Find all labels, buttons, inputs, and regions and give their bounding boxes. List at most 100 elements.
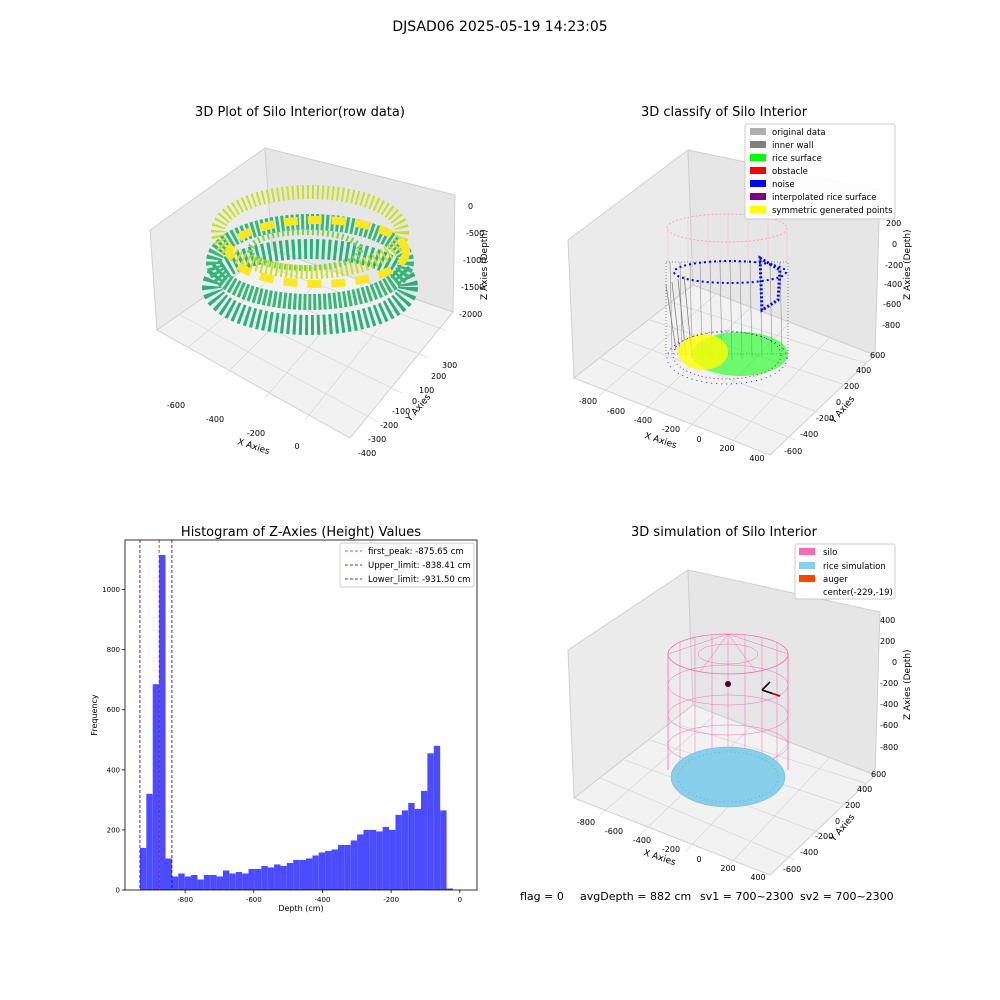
panel1-z-axis: 0 -500 -1000 -1500 -2000 Z Axies (Depth) (459, 202, 490, 319)
panel1-xtick: -200 (247, 429, 265, 438)
panel1-xtick: -600 (167, 401, 185, 410)
panel2-noise-right (758, 255, 782, 313)
panel4-ztick: 400 (880, 616, 895, 625)
status-sv1: sv1 = 700~2300 (700, 890, 794, 903)
histogram-ytick-label: 800 (107, 646, 120, 654)
panel1-ytick: -300 (368, 435, 386, 444)
legend-item-rice-surface: rice surface (750, 154, 822, 164)
histogram-xlabel: Depth (cm) (278, 904, 323, 913)
panel4-center-marker (725, 681, 731, 687)
panel-classify: 3D classify of Silo Interior (567, 105, 913, 463)
histogram-ylabel: Frequency (90, 694, 99, 736)
panel4-ytick: -400 (800, 848, 818, 857)
histogram-bar (299, 859, 307, 890)
panel4-ztick: -600 (880, 721, 898, 730)
panel2-xtick: 0 (696, 435, 701, 444)
panel2-ztick: -200 (885, 261, 903, 270)
panel4-ztick: -400 (880, 700, 898, 709)
panel2-ztick: 200 (886, 219, 901, 228)
panel1-ytick: 0 (412, 397, 417, 406)
panel2-xtick: -400 (634, 416, 652, 425)
panel4-ztick: 200 (880, 637, 895, 646)
legend-swatch-obstacle (750, 167, 766, 174)
histogram-bar (325, 850, 332, 890)
panel2-inner-wall-body (665, 261, 789, 355)
panel2-xtick: 200 (719, 444, 734, 453)
panel4-xtick: 200 (720, 864, 735, 873)
status-footer: flag = 0 avgDepth = 882 cm sv1 = 700~230… (520, 890, 894, 903)
histogram-y-ticks: 0 200 400 600 800 1000 (102, 586, 125, 895)
histogram-bar (357, 834, 364, 890)
panel2-ztick: -600 (883, 300, 901, 309)
histogram-legend: first_peak: -875.65 cm Upper_limit: -838… (339, 542, 475, 588)
panel4-auger-tip (771, 692, 781, 697)
panel2-ytick: 200 (844, 382, 859, 391)
histogram-bar (427, 753, 434, 890)
histogram-bar (216, 876, 223, 890)
legend-label-rice-surface: rice surface (772, 154, 822, 164)
legend-item-noise: noise (750, 180, 795, 190)
histogram-bar (389, 829, 396, 890)
legend-label-symmetric-generated-points: symmetric generated points (772, 206, 893, 216)
panel1-ytick: -200 (380, 421, 398, 430)
histogram-bar (306, 858, 313, 890)
histogram-bar (261, 865, 268, 890)
legend-label-noise: noise (772, 180, 795, 190)
histogram-bar (146, 793, 153, 890)
panel4-legend: silo rice simulation auger center(-229,-… (794, 543, 896, 600)
panel4-xtick: 400 (750, 873, 765, 882)
panel2-title: 3D classify of Silo Interior (641, 105, 808, 120)
panel1-title: 3D Plot of Silo Interior(row data) (195, 105, 405, 120)
histogram-bar (318, 852, 326, 890)
panel4-auger (761, 681, 781, 697)
histogram-xtick-label: -200 (383, 896, 399, 904)
panel1-ring-top (211, 185, 409, 279)
histogram-bar (152, 684, 160, 890)
panel2-xtick: -200 (662, 425, 680, 434)
legend-swatch-auger (799, 575, 815, 582)
histogram-bar (165, 858, 172, 890)
figure-suptitle: DJSAD06 2025-05-19 14:23:05 (392, 19, 607, 35)
legend-item-rice-simulation: rice simulation (799, 562, 886, 572)
histogram-bar (401, 810, 409, 890)
histogram-bar (440, 810, 447, 890)
panel4-ytick: 200 (845, 801, 860, 810)
panel1-xtick: 0 (294, 442, 299, 451)
histogram-bar (184, 876, 192, 890)
histogram-bar (280, 865, 287, 890)
panel4-ytick: 600 (871, 770, 886, 779)
legend-item-inner-wall: inner wall (750, 141, 813, 151)
histogram-bar (242, 873, 249, 890)
status-flag: flag = 0 (520, 890, 564, 903)
panel2-xtick: -600 (607, 407, 625, 416)
legend-item-silo: silo (799, 548, 837, 558)
histogram-bar (408, 802, 415, 890)
legend-item-original-data: original data (750, 128, 826, 138)
legend-swatch-original-data (750, 128, 766, 135)
panel2-ytick: -200 (816, 414, 834, 423)
histogram-bar (331, 849, 338, 890)
histogram-bar (433, 745, 441, 890)
panel1-xlabel: X Axies (236, 437, 271, 457)
panel2-point-cloud (665, 213, 789, 385)
histogram-vlines (139, 540, 173, 890)
panel2-ytick: 600 (870, 351, 885, 360)
legend-swatch-rice-surface (750, 154, 766, 161)
panel4-auger-blade (761, 681, 771, 691)
histogram-bar (382, 826, 390, 890)
histogram-bar (203, 874, 211, 890)
panel2-noise-bottom (666, 331, 788, 385)
panel4-xtick: -400 (633, 836, 651, 845)
histogram-ytick-label: 600 (107, 706, 120, 714)
legend-swatch-inner-wall (750, 141, 766, 148)
panel1-floor (156, 249, 454, 439)
legend-label-inner-wall: inner wall (772, 141, 813, 151)
histogram-bar (171, 876, 179, 890)
histogram-xtick-label: 0 (458, 896, 462, 904)
panel1-xtick: -400 (206, 415, 224, 424)
panel2-zlabel: Z Axies (Depth) (903, 229, 913, 300)
panel4-legend-box (794, 543, 896, 600)
panel2-noise-band (673, 260, 787, 284)
legend-label-rice-simulation: rice simulation (823, 562, 886, 572)
panel2-xlabel: X Axies (643, 431, 678, 451)
